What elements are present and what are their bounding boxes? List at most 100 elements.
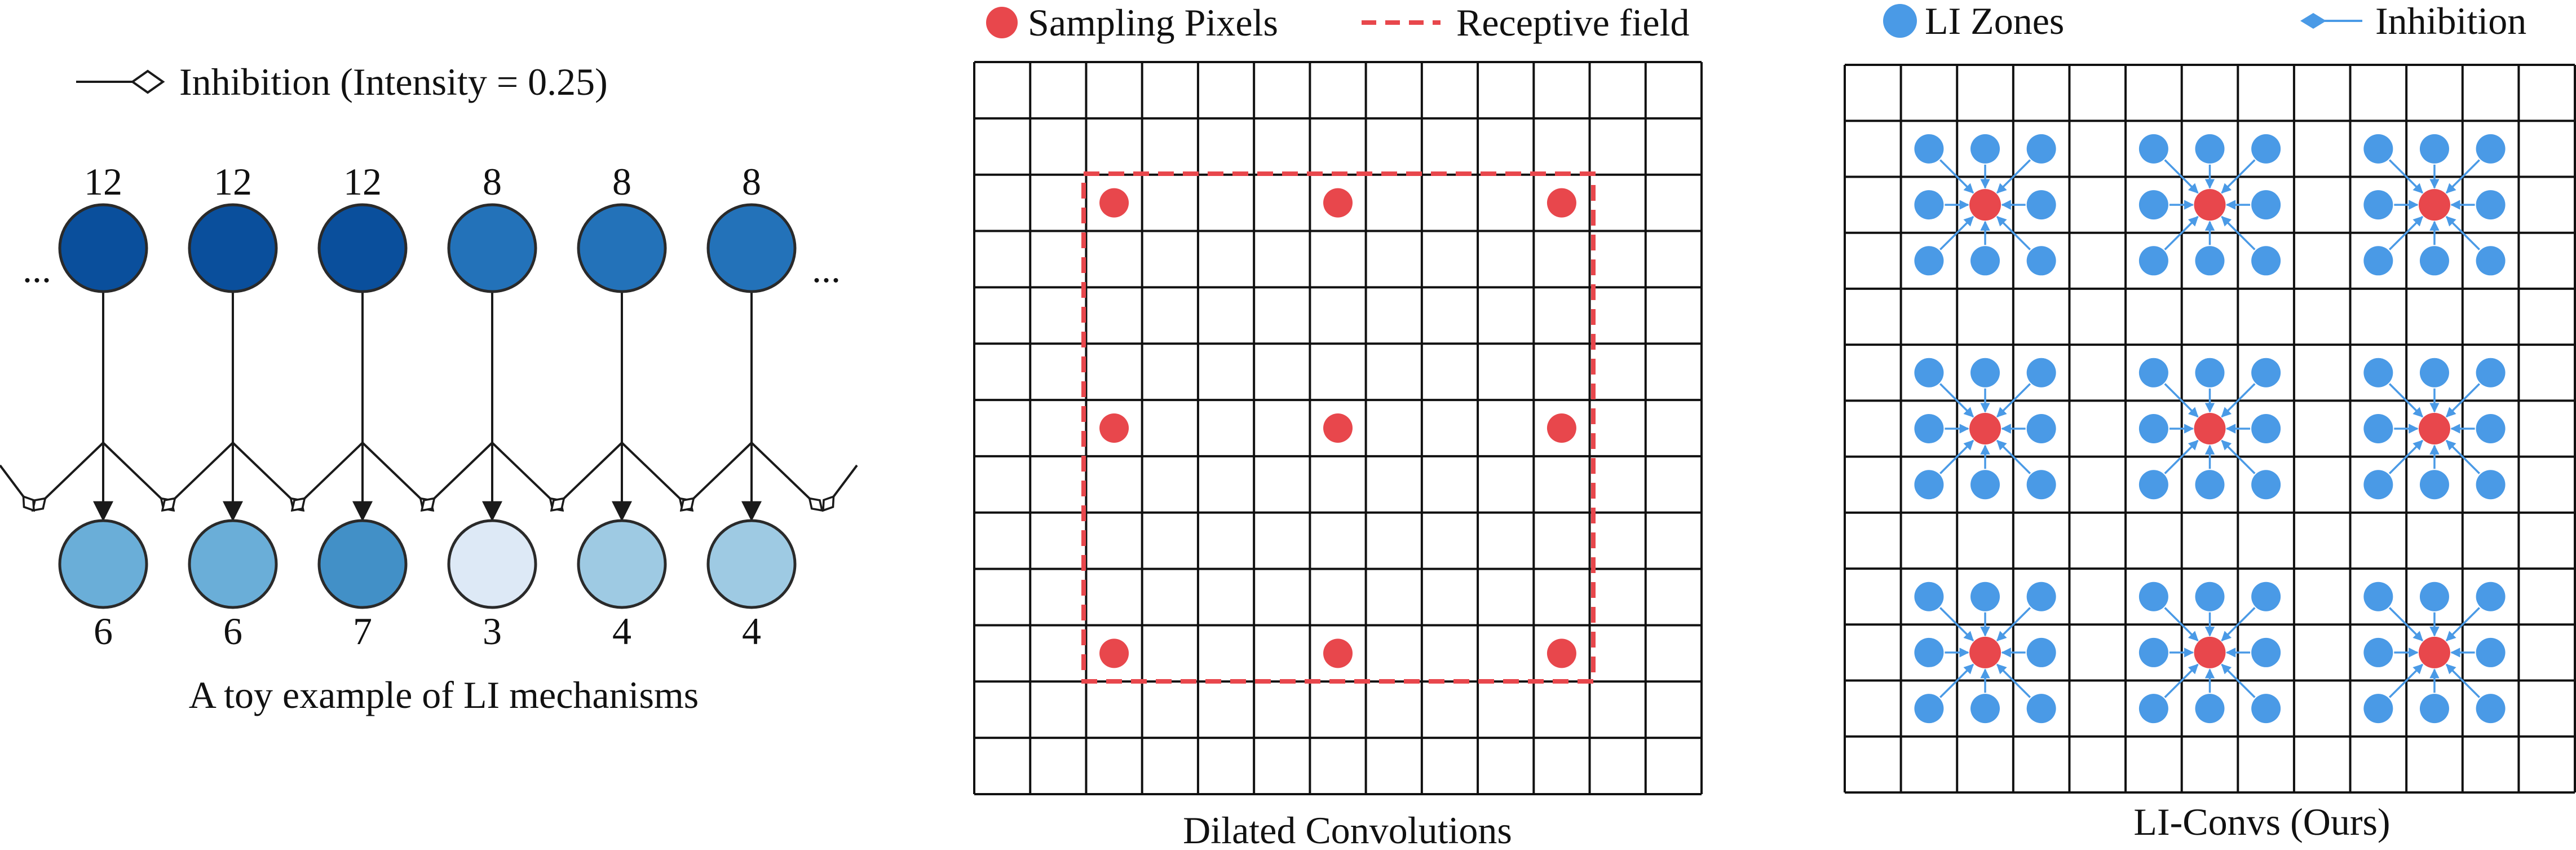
li-zone-pixel [2419,582,2449,611]
li-zone-pixel [1914,637,1944,667]
output-neuron-value: 4 [742,610,761,653]
li-zone-pixel [2476,246,2506,276]
li-zone-pixel [1970,470,2000,500]
sampling-pixel [1099,638,1129,668]
inhibition-arrow [2388,663,2423,698]
sampling-pixel [1099,188,1129,218]
inhibition-line [102,442,174,510]
inhibition-arrow [1996,439,2031,474]
output-neuron [577,519,667,609]
sampling-pixel [1547,638,1576,668]
li-zone-pixel [2363,637,2393,667]
li-zone-pixel [1914,414,1944,443]
li-zone [2138,582,2281,724]
toy-caption: A toy example of LI mechanisms [189,673,699,716]
li-zone-pixel [2138,134,2168,164]
sampling-pixel-legend-icon [986,7,1018,38]
li-zone-pixel [2251,414,2281,443]
li-zone-pixel [2251,470,2281,500]
li-zone-pixel [1970,246,2000,276]
sampling-pixels [1099,188,1576,668]
li-zone [1914,358,2056,500]
li-zone-pixel [2026,414,2056,443]
sampling-pixel [1323,188,1353,218]
li-zone-pixel [2026,694,2056,724]
li-zones [1914,134,2506,724]
li-zone-pixel [2195,246,2225,276]
inhibition-line [162,442,234,510]
li-zone-pixel [2419,134,2449,164]
input-neuron-value: 12 [343,160,382,203]
toy-li-panel: Inhibition (Intensity = 0.25) 12 6 12 6 12 7 8… [0,60,858,716]
output-neuron-value: 6 [94,610,113,653]
li-zone-pixel [2138,637,2168,667]
li-zone-pixel [1970,694,2000,724]
li-zone-pixel [2476,637,2506,667]
li-zone [2363,358,2506,500]
li-legend: LI Zones Inhibition [1883,0,2526,42]
li-zone-pixel [2476,414,2506,443]
input-neuron-value: 8 [483,160,502,203]
li-zone-pixel [2476,694,2506,724]
li-zone-pixel [2363,414,2393,443]
output-neuron-value: 4 [612,610,631,653]
inhibition-arrow [1939,383,1974,418]
toy-network: 12 6 12 6 12 7 8 3 8 4 8 4 [0,160,858,653]
inhibition-legend-diamond-icon [130,69,165,94]
input-neuron-value: 12 [84,160,122,203]
li-zone-pixel [2251,246,2281,276]
li-center-pixel [2418,636,2450,668]
dilated-panel: Sampling Pixels Receptive field Dilated … [973,1,1703,850]
li-zone-pixel [1914,190,1944,220]
inhibition-legend: Inhibition (Intensity = 0.25) [76,60,608,103]
li-zone-pixel [2026,134,2056,164]
inhibition-arrow [1939,216,1974,250]
li-zone-pixel [2251,694,2281,724]
inhibition-arrow [2221,663,2256,698]
inhibition-arrow [1939,159,1974,194]
li-panel: LI Zones Inhibition LI-Convs (Ours) [1844,0,2576,843]
input-neuron-value: 8 [742,160,761,203]
li-zone-pixel [1914,694,1944,724]
inhibition-arrow [1996,607,2031,641]
li-zone-pixel [1970,358,2000,387]
li-zone [2363,134,2506,276]
li-zone-pixel [2138,358,2168,387]
li-zone-pixel [1914,358,1944,387]
li-zone-pixel [2138,190,2168,220]
inhibition-arrow-legend-label: Inhibition [2375,0,2526,42]
li-zone-pixel [2138,414,2168,443]
sampling-pixel [1323,413,1353,443]
li-zone-pixel [1914,134,1944,164]
li-zone [1914,134,2056,276]
li-zone-pixel [2138,246,2168,276]
li-zone-legend-icon [1883,4,1917,38]
inhibition-arrow [2388,216,2423,250]
li-zone-pixel [2251,582,2281,611]
receptive-field-box [1081,171,1596,684]
inhibition-arrow [2221,383,2256,418]
inhibition-arrow [2445,663,2480,698]
inhibition-arrow [2445,607,2480,641]
li-zone-pixel [2251,637,2281,667]
inhibition-arrow [1939,663,1974,698]
li-zone-pixel [2195,134,2225,164]
li-zone-pixel [2419,694,2449,724]
li-zone-pixel [2476,470,2506,500]
inhibition-arrow [2445,216,2480,250]
output-neuron-value: 6 [223,610,242,653]
inhibition-arrow-legend-icon [2300,13,2326,29]
input-neuron [447,203,537,293]
output-neuron [447,519,537,609]
input-neuron [188,203,278,293]
inhibition-arrow [1996,383,2031,418]
inhibition-line [621,442,692,510]
inhibition-line [491,442,563,510]
li-zone-pixel [1970,134,2000,164]
inhibition-arrow [2164,663,2199,698]
li-zone-pixel [2195,582,2225,611]
li-zone [2138,358,2281,500]
li-zone-pixel [2419,470,2449,500]
inhibition-arrow [2221,607,2256,641]
inhibition-arrow [1939,607,1974,641]
